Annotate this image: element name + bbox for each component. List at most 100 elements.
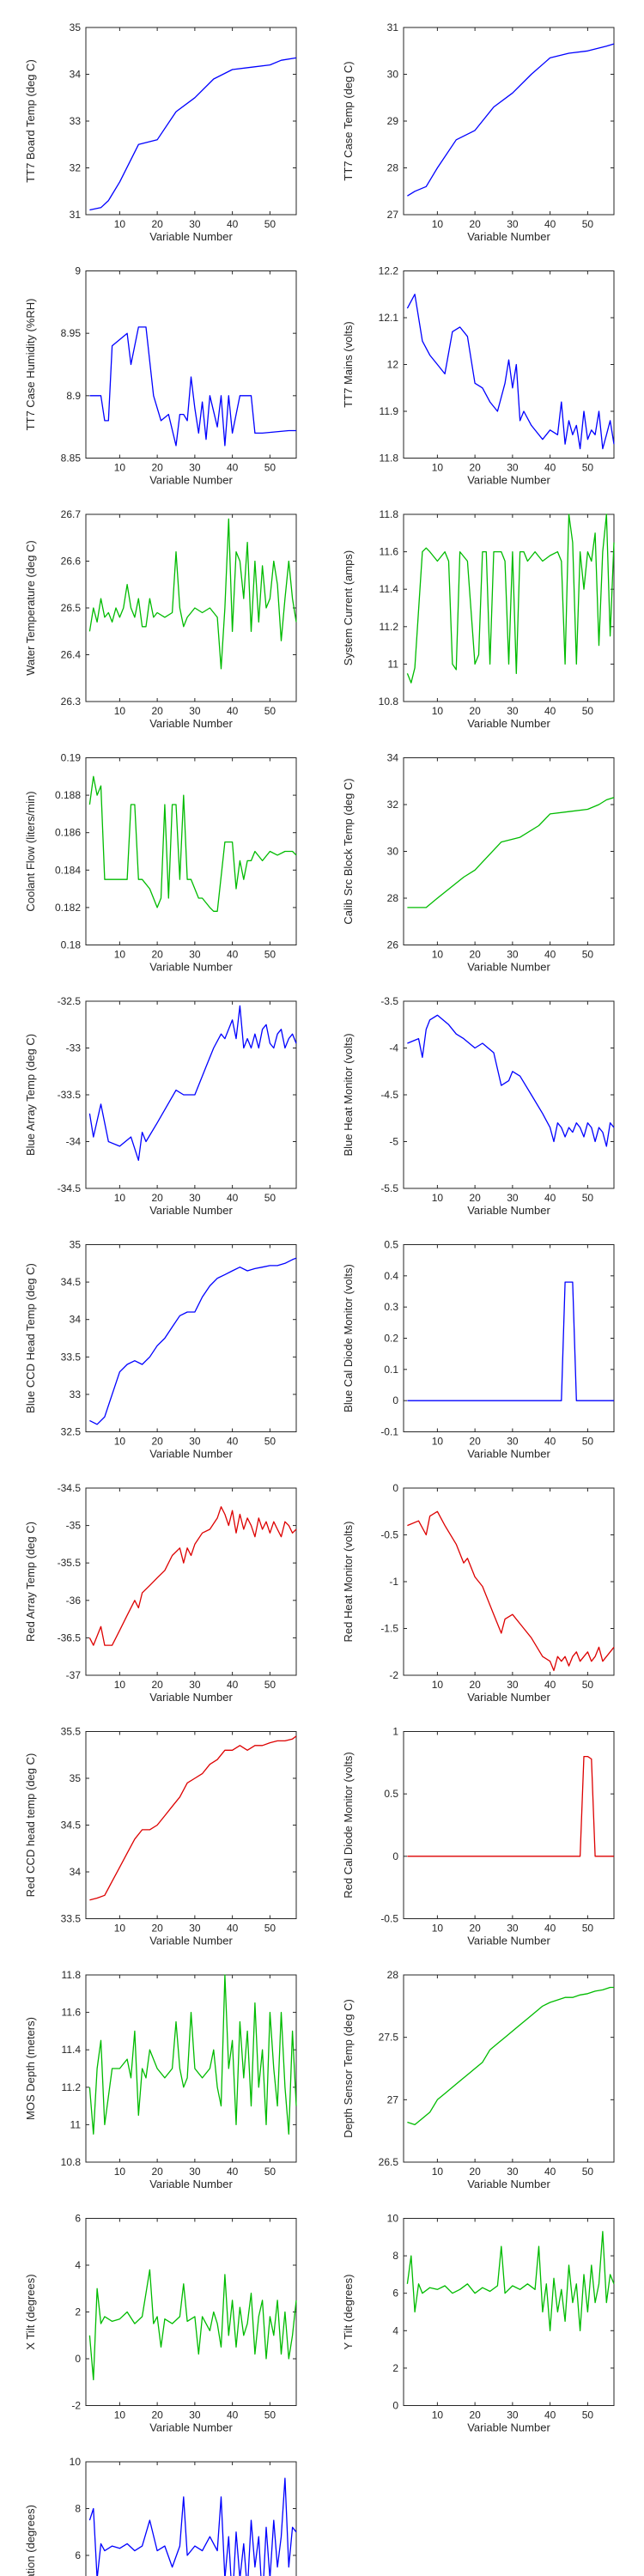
y-tick-label: 0	[392, 2400, 398, 2412]
y-tick-label: -0.5	[380, 1529, 398, 1541]
x-tick-label: 20	[469, 462, 481, 474]
y-tick-label: 1	[392, 1726, 398, 1738]
chart-8: 10 20 30 40 50 26 28 30 32 34 Variable Number Calib…	[342, 752, 615, 974]
series-line	[88, 518, 297, 670]
x-tick-label: 40	[227, 1679, 239, 1691]
chart-14: 10 20 30 40 50 -2 -1.5 -1 -0.5 0 Variable Number Re…	[342, 1482, 615, 1704]
y-tick-label: 0.184	[55, 864, 81, 876]
y-tick-label: 0	[392, 1394, 398, 1406]
x-tick-label: 50	[264, 1923, 276, 1935]
y-tick-label: 0	[75, 2353, 81, 2365]
chart-21: 1020304050246810Variable NumberInclinati…	[24, 2456, 297, 2576]
y-tick-label: 27	[387, 2093, 399, 2105]
series-line	[406, 2231, 615, 2331]
plot-box	[85, 513, 297, 702]
y-tick-label: 11	[70, 2118, 82, 2130]
y-tick-label: 11.8	[380, 508, 399, 520]
x-tick-label: 40	[227, 705, 239, 717]
series-line	[406, 513, 615, 683]
x-tick-label: 10	[114, 1436, 126, 1448]
y-axis-label: Depth Sensor Temp (deg C)	[342, 1999, 355, 2138]
series-line	[407, 1986, 614, 2126]
series-line	[407, 43, 615, 197]
y-tick-label: 26.7	[61, 508, 82, 520]
y-axis-label: TT7 Board Temp (deg C)	[24, 59, 37, 183]
x-axis-label: Variable Number	[467, 2421, 550, 2434]
x-tick-label: 20	[151, 462, 163, 474]
x-tick-label: 30	[189, 2166, 201, 2178]
y-tick-label: 0	[392, 1482, 398, 1494]
x-axis-label: Variable Number	[149, 2178, 233, 2190]
y-tick-label: 11	[388, 658, 399, 670]
x-axis-label: Variable Number	[467, 717, 550, 730]
x-tick-label: 40	[227, 2166, 239, 2178]
series-line	[89, 57, 297, 211]
x-tick-label: 40	[227, 1923, 239, 1935]
chart-17: 10 20 30 40 50 10.8 11 11.2 11.4 11.6 11.8 Variable…	[24, 1969, 297, 2190]
chart-9: 10 20 30 40 50 -34.5 -34 -33.5 -33 -32.5 Variable …	[24, 995, 297, 1217]
x-tick-label: 40	[544, 949, 556, 961]
y-tick-label: -2	[71, 2400, 81, 2412]
y-tick-label: 10.8	[61, 2156, 82, 2168]
x-tick-label: 40	[227, 462, 239, 474]
chart-6: 10 20 30 40 50 10.8 11 11.2 11.4 11.6 11.8 Variable…	[342, 508, 615, 730]
x-tick-label: 50	[582, 218, 594, 230]
x-tick-label: 10	[114, 2166, 126, 2178]
y-tick-label: 26.6	[61, 556, 82, 568]
y-tick-label: 35	[70, 21, 82, 33]
y-axis-label: Red CCD head temp (deg C)	[24, 1753, 37, 1898]
y-tick-label: 31	[70, 209, 82, 221]
y-tick-label: 32	[70, 162, 82, 174]
x-tick-label: 50	[264, 2409, 276, 2421]
y-tick-label: -33.5	[58, 1089, 82, 1101]
x-tick-label: 30	[507, 218, 519, 230]
x-tick-label: 10	[432, 949, 444, 961]
x-tick-label: 50	[582, 1436, 594, 1448]
y-tick-label: 33	[70, 115, 82, 127]
x-axis-label: Variable Number	[467, 230, 550, 243]
y-tick-label: 0.1	[384, 1364, 398, 1376]
y-tick-label: -1.5	[380, 1623, 398, 1635]
x-tick-label: 20	[151, 1679, 163, 1691]
x-axis-label: Variable Number	[467, 474, 550, 487]
x-tick-label: 10	[114, 2409, 126, 2421]
x-tick-label: 40	[227, 218, 239, 230]
y-tick-label: 12.1	[379, 312, 399, 324]
chart-4: 10 20 30 40 50 11.8 11.9 12 12.1 12.2 Variable Num…	[342, 265, 615, 487]
x-tick-label: 30	[507, 2166, 519, 2178]
x-tick-label: 20	[469, 705, 481, 717]
y-tick-label: 12.2	[379, 265, 399, 277]
y-tick-label: 0	[392, 1850, 398, 1862]
chart-20: 10 20 30 40 50 0 2 4 6 8 10 Variable Number Y Tilt (…	[342, 2213, 615, 2434]
x-tick-label: 10	[432, 2166, 444, 2178]
y-tick-label: -0.1	[380, 1426, 398, 1438]
x-tick-label: 40	[227, 1436, 239, 1448]
x-tick-label: 20	[469, 218, 481, 230]
x-tick-label: 30	[507, 1192, 519, 1204]
y-tick-label: 0.5	[384, 1239, 398, 1251]
x-tick-label: 30	[189, 1923, 201, 1935]
plot-box	[403, 2218, 615, 2406]
x-axis-label: Variable Number	[467, 961, 550, 974]
x-tick-label: 30	[189, 949, 201, 961]
x-tick-label: 50	[264, 218, 276, 230]
x-tick-label: 50	[582, 705, 594, 717]
x-tick-label: 50	[264, 949, 276, 961]
series-line	[407, 1755, 614, 1857]
y-tick-label: 0.18	[61, 939, 82, 951]
y-tick-label: -0.5	[380, 1913, 398, 1925]
chart-2: 10 20 30 40 50 27 28 29 30 31 Variable Number TT7 C…	[342, 21, 615, 243]
x-tick-label: 30	[507, 462, 519, 474]
x-tick-label: 40	[227, 2409, 239, 2421]
y-tick-label: -35	[66, 1520, 82, 1532]
y-axis-label: Coolant Flow (liters/min)	[24, 791, 37, 911]
x-tick-label: 40	[544, 2409, 556, 2421]
x-tick-label: 40	[544, 1923, 556, 1935]
y-tick-label: 35	[70, 1239, 82, 1251]
x-tick-label: 10	[114, 1192, 126, 1204]
plot-box	[403, 1000, 615, 1189]
x-tick-label: 20	[151, 1923, 163, 1935]
y-tick-label: 35	[70, 1772, 82, 1784]
y-axis-label: Red Heat Monitor (volts)	[342, 1522, 355, 1643]
